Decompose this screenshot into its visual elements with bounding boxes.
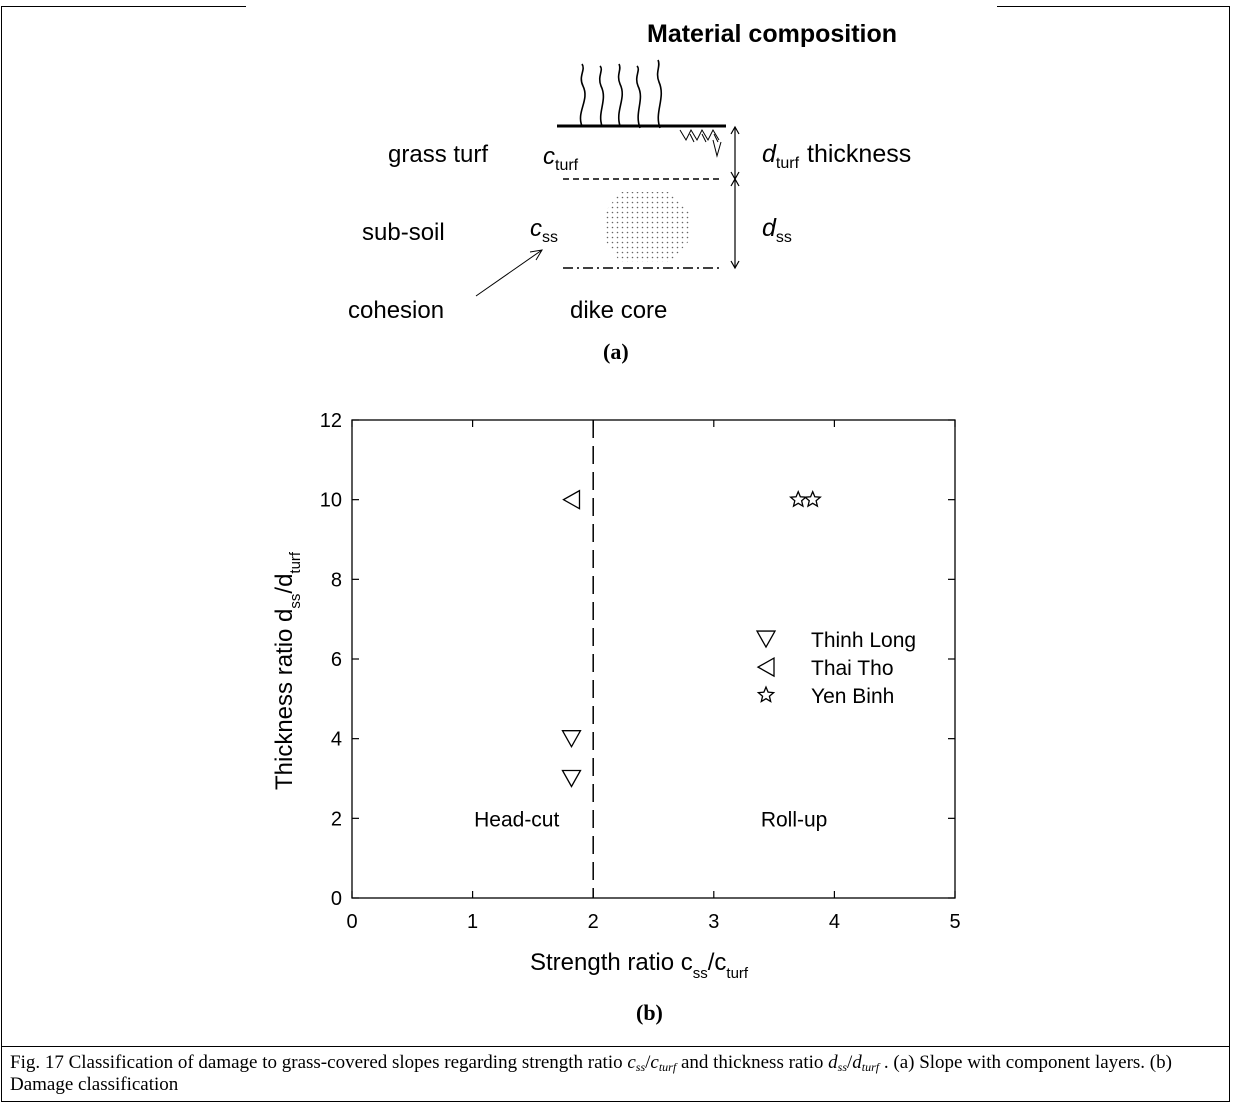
d-ss-label: dss <box>762 214 792 246</box>
legend-marker-yen-binh <box>756 685 776 703</box>
root-hatching <box>679 128 722 158</box>
figure-a-title: Material composition <box>647 20 897 48</box>
figure-caption: Fig. 17 Classification of damage to gras… <box>10 1052 1172 1095</box>
legend-label-thinh-long: Thinh Long <box>811 629 916 652</box>
x-axis-label: Strength ratio css/cturf <box>530 949 749 982</box>
top-rule-left <box>1 6 246 7</box>
top-rule-right <box>997 6 1230 7</box>
data-point-thinh-long <box>561 769 582 788</box>
grass-turf-label: grass turf <box>388 141 488 168</box>
figure-b-label: (b) <box>636 1000 663 1025</box>
y-axis-label: Thickness ratio dss/dturf <box>271 551 304 790</box>
y-tick-label: 2 <box>331 808 342 830</box>
page-frame <box>1 6 1230 1102</box>
y-tick-label: 0 <box>331 888 342 910</box>
figure-a-schematic: Material composition grass turf sub-soil… <box>348 20 911 364</box>
x-tick-label: 3 <box>708 911 719 933</box>
y-tick-label: 8 <box>331 569 342 591</box>
data-point-yen-binh <box>803 489 822 508</box>
figure-a-label: (a) <box>603 339 629 364</box>
d-turf-thickness-label: dturf thickness <box>762 140 911 172</box>
legend-label-thai-tho: Thai Tho <box>811 657 894 680</box>
legend-label-yen-binh: Yen Binh <box>811 685 894 708</box>
thickness-dimension <box>730 125 740 270</box>
subsoil-dotted-patch <box>605 192 690 262</box>
x-tick-label: 4 <box>829 911 840 933</box>
x-tick-label: 0 <box>346 911 357 933</box>
cohesion-arrow <box>475 249 543 297</box>
caption-rule <box>1 1046 1230 1047</box>
x-tick-label: 2 <box>588 911 599 933</box>
subsoil-label: sub-soil <box>362 219 445 246</box>
region-label-roll-up: Roll-up <box>761 808 828 831</box>
y-tick-label: 10 <box>320 490 342 512</box>
cohesion-label: cohesion <box>348 297 444 324</box>
region-label-head-cut: Head-cut <box>474 808 559 831</box>
dike-core-label: dike core <box>570 297 667 324</box>
c-turf-symbol: cturf <box>543 143 579 174</box>
y-tick-label: 6 <box>331 649 342 671</box>
x-tick-label: 1 <box>467 911 478 933</box>
data-point-yen-binh <box>789 489 808 508</box>
data-point-thinh-long <box>561 730 582 748</box>
legend-marker-thinh-long <box>755 630 777 649</box>
grass-blades <box>579 59 663 129</box>
y-tick-label: 4 <box>331 729 342 751</box>
c-ss-symbol: css <box>530 215 558 246</box>
x-tick-label: 5 <box>949 911 960 933</box>
y-tick-label: 12 <box>320 410 342 432</box>
legend-marker-thai-tho <box>756 656 775 678</box>
data-point-thai-tho <box>562 489 581 510</box>
